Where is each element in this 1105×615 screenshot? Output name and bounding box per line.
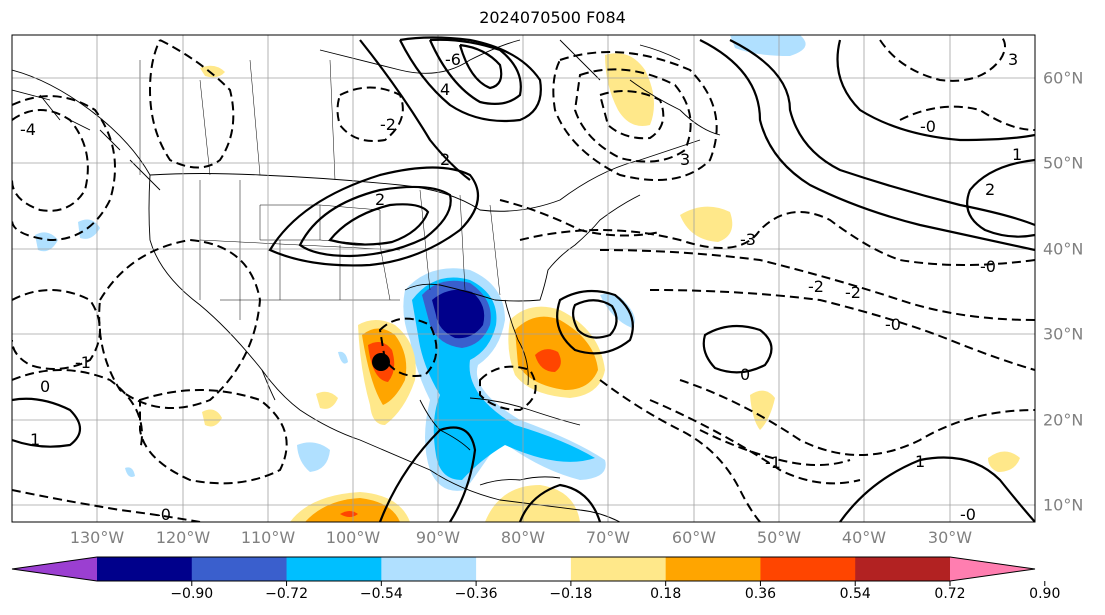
contour-label: -2 bbox=[845, 283, 861, 302]
contour-label: 1 bbox=[1012, 145, 1022, 164]
contour-label: 0 bbox=[740, 365, 750, 384]
lon-label: 50°W bbox=[756, 528, 802, 547]
lon-label: 130°W bbox=[69, 528, 125, 547]
colorbar-tick-label: 0.18 bbox=[650, 586, 682, 602]
colorbar bbox=[11, 556, 1046, 586]
lon-label: 40°W bbox=[841, 528, 887, 547]
lon-label: 90°W bbox=[415, 528, 461, 547]
negative-contours bbox=[12, 35, 1035, 522]
lat-label: 50°N bbox=[1043, 153, 1084, 173]
lat-label: 10°N bbox=[1043, 495, 1084, 515]
lat-label: 60°N bbox=[1043, 68, 1084, 88]
colorbar-tick-label: −0.90 bbox=[170, 586, 214, 602]
contour-label: -3 bbox=[740, 230, 756, 249]
contour-label: -4 bbox=[20, 120, 36, 139]
contour-label: 1 bbox=[30, 430, 40, 449]
contour-label: -0 bbox=[960, 505, 976, 524]
contour-label: 2 bbox=[375, 190, 385, 209]
contour-label: 3 bbox=[1008, 50, 1018, 69]
lat-label: 40°N bbox=[1043, 239, 1084, 259]
lon-label: 120°W bbox=[155, 528, 211, 547]
colorbar-segment bbox=[191, 557, 288, 581]
contour-labels: -2 -4 -6 4 2 -0 0 2 1 -1 -3 3 -2 -2 -0 0… bbox=[20, 50, 1022, 524]
contour-label: -0 bbox=[885, 315, 901, 334]
colorbar-segment bbox=[476, 557, 572, 581]
lon-label: 110°W bbox=[240, 528, 296, 547]
contour-label: 1 bbox=[915, 452, 925, 471]
shaded-anomaly-fields bbox=[35, 35, 1020, 522]
lon-label: 30°W bbox=[927, 528, 973, 547]
lat-label: 20°N bbox=[1043, 410, 1084, 430]
contour-label: -2 bbox=[808, 277, 824, 296]
contour-label: 2 bbox=[440, 150, 450, 169]
contour-label: 2 bbox=[985, 180, 995, 199]
colorbar-segment bbox=[570, 557, 667, 581]
contour-label: 3 bbox=[680, 150, 690, 169]
colorbar-tick-label: −0.72 bbox=[265, 586, 308, 602]
lon-label: 80°W bbox=[500, 528, 546, 547]
colorbar-segment bbox=[760, 557, 856, 581]
positive-contours bbox=[12, 36, 1035, 522]
lon-label: 70°W bbox=[585, 528, 631, 547]
contour-label: -6 bbox=[445, 50, 461, 69]
contour-label: 0 bbox=[40, 377, 50, 396]
lat-label: 30°N bbox=[1043, 324, 1084, 344]
lon-label: 100°W bbox=[325, 528, 381, 547]
colorbar-tick-label: −0.54 bbox=[359, 586, 403, 602]
map-title: 2024070500 F084 bbox=[479, 8, 626, 27]
colorbar-segment bbox=[286, 557, 382, 581]
colorbar-outline bbox=[11, 556, 1036, 582]
contour-label: 4 bbox=[440, 80, 450, 99]
contour-label: -2 bbox=[380, 115, 396, 134]
contour-label: -0 bbox=[920, 117, 936, 136]
contour-label: -0 bbox=[155, 505, 171, 524]
contour-label: -1 bbox=[75, 353, 91, 372]
colorbar-tick-label: 0.36 bbox=[744, 586, 777, 602]
colorbar-segment bbox=[855, 557, 951, 581]
lon-label: 60°W bbox=[671, 528, 717, 547]
contour-label: -1 bbox=[765, 453, 781, 472]
colorbar-tick-label: 0.90 bbox=[1029, 586, 1061, 602]
colorbar-extend-low bbox=[12, 557, 97, 581]
colorbar-tick-label: −0.36 bbox=[454, 586, 498, 602]
colorbar-tick-label: −0.18 bbox=[549, 586, 593, 602]
colorbar-segment bbox=[665, 557, 761, 581]
colorbar-tick-label: 0.54 bbox=[839, 586, 871, 602]
colorbar-tick-label: 0.72 bbox=[934, 586, 966, 602]
lat-lon-grid bbox=[12, 35, 1035, 522]
contour-label: -0 bbox=[980, 257, 996, 276]
colorbar-segment bbox=[381, 557, 477, 581]
colorbar-extend-high bbox=[950, 557, 1035, 581]
colorbar-segment bbox=[97, 557, 193, 581]
